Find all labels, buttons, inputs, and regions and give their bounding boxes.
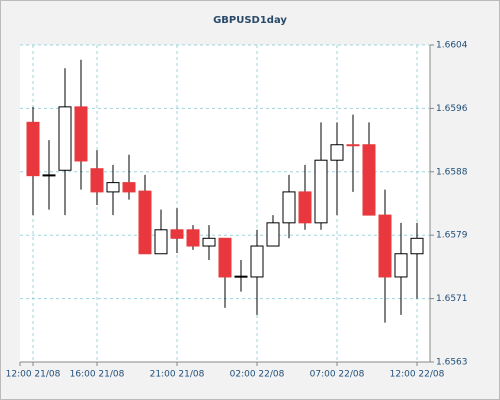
candle-body xyxy=(154,229,168,255)
candle-body xyxy=(378,214,392,278)
x-tick-label: 02:00 22/08 xyxy=(230,370,285,380)
plot-area xyxy=(20,45,430,362)
y-tick-label: 1.6588 xyxy=(436,167,468,177)
candle-body xyxy=(58,106,72,171)
x-tick-label: 07:00 22/08 xyxy=(310,370,365,380)
candle-body xyxy=(330,144,344,161)
candle-body xyxy=(42,174,56,177)
candle-body xyxy=(394,253,408,278)
y-tick-label: 1.6596 xyxy=(436,104,468,114)
y-tick-label: 1.6571 xyxy=(436,294,468,304)
candle-body xyxy=(410,237,424,255)
x-tick-label: 16:00 21/08 xyxy=(70,370,125,380)
candle-body xyxy=(106,182,120,193)
x-tick-label: 21:00 21/08 xyxy=(150,370,205,380)
candle-body xyxy=(26,121,40,177)
candle-body xyxy=(170,229,184,239)
chart-title: GBPUSD1day xyxy=(213,15,287,26)
candle-body xyxy=(122,182,136,193)
candle-body xyxy=(266,222,280,247)
candle-body xyxy=(234,275,248,278)
candle-body xyxy=(346,144,360,147)
candle-body xyxy=(90,168,104,193)
candle-body xyxy=(218,237,232,278)
candle-body xyxy=(282,191,296,224)
candle-body xyxy=(202,237,216,247)
y-tick-label: 1.6579 xyxy=(436,231,468,241)
y-tick-label: 1.6604 xyxy=(436,41,468,51)
candle-body xyxy=(314,159,328,224)
candle-body xyxy=(250,245,264,278)
x-tick-label: 12:00 22/08 xyxy=(390,370,445,380)
y-tick-label: 1.6563 xyxy=(436,358,468,368)
candle-body xyxy=(362,144,376,216)
candle-body xyxy=(74,106,88,162)
candle-body xyxy=(298,191,312,224)
candle-body xyxy=(138,190,152,255)
x-tick-label: 12:00 21/08 xyxy=(6,370,61,380)
candle-body xyxy=(186,229,200,247)
